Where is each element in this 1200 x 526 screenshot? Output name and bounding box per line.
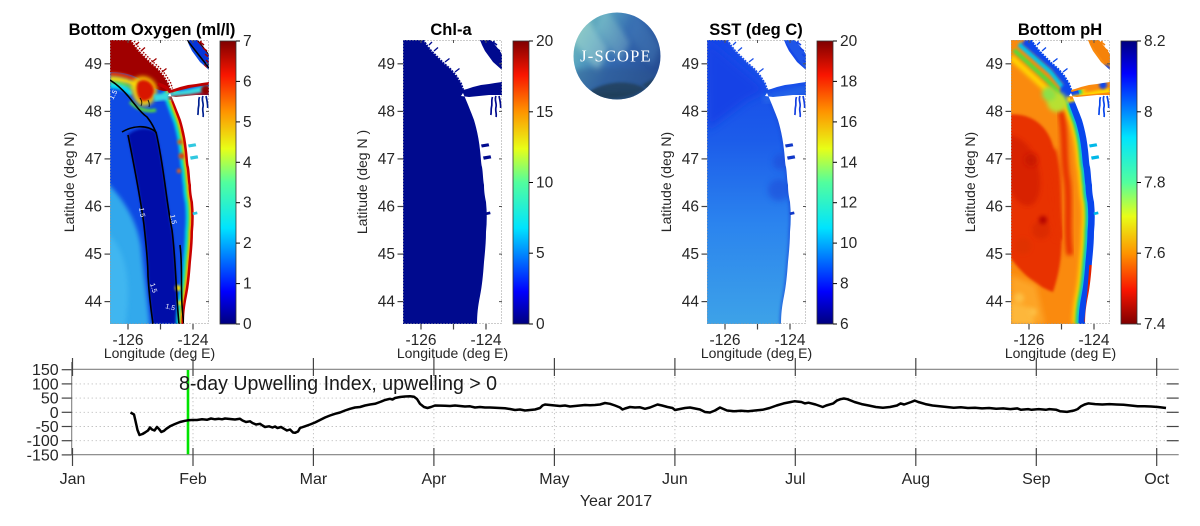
svg-text:49: 49 [682,56,699,73]
svg-text:Latitude (deg N ): Latitude (deg N ) [354,130,370,234]
svg-text:-50: -50 [36,419,59,436]
svg-text:46: 46 [85,199,102,216]
svg-text:45: 45 [378,246,395,263]
svg-text:7: 7 [243,33,252,50]
svg-text:J-SCOPE: J-SCOPE [580,47,652,66]
svg-text:7.8: 7.8 [1144,175,1166,192]
svg-text:16: 16 [840,114,857,131]
svg-text:Latitude (deg N): Latitude (deg N) [962,132,978,232]
svg-text:1.5: 1.5 [148,282,158,294]
svg-text:Year 2017: Year 2017 [580,493,652,510]
svg-text:44: 44 [378,294,396,311]
svg-text:44: 44 [986,294,1004,311]
svg-text:7.6: 7.6 [1144,245,1166,262]
svg-text:3: 3 [243,195,252,212]
svg-text:-126: -126 [405,332,436,349]
svg-text:Jul: Jul [785,471,805,488]
svg-text:6: 6 [243,73,252,90]
svg-text:2: 2 [243,235,252,252]
svg-text:Chl-a: Chl-a [430,21,472,39]
svg-text:Bottom Oxygen (ml/l): Bottom Oxygen (ml/l) [69,21,236,39]
svg-text:-126: -126 [112,332,143,349]
svg-text:-126: -126 [709,332,740,349]
svg-text:50: 50 [41,391,59,408]
svg-text:100: 100 [32,376,59,393]
svg-text:4: 4 [243,154,252,171]
svg-text:5: 5 [536,245,545,262]
svg-text:46: 46 [986,199,1003,216]
svg-text:10: 10 [840,235,858,252]
svg-text:20: 20 [536,33,554,50]
svg-text:-124: -124 [774,332,805,349]
svg-text:Aug: Aug [902,471,930,488]
svg-text:Apr: Apr [421,471,447,488]
svg-text:20: 20 [840,33,858,50]
svg-text:-126: -126 [1013,332,1044,349]
svg-text:48: 48 [682,103,699,120]
svg-text:6: 6 [840,316,849,333]
svg-text:46: 46 [682,199,699,216]
svg-text:-124: -124 [177,332,208,349]
svg-text:Jun: Jun [662,471,688,488]
svg-text:-100: -100 [27,433,59,450]
svg-text:0: 0 [50,405,59,422]
svg-text:1: 1 [243,276,252,293]
svg-text:48: 48 [378,103,395,120]
svg-text:1.5: 1.5 [137,207,146,218]
svg-text:1.5: 1.5 [164,303,175,312]
svg-text:15: 15 [536,104,553,121]
svg-text:44: 44 [85,294,103,311]
svg-text:47: 47 [682,151,699,168]
svg-text:45: 45 [986,246,1003,263]
svg-text:-150: -150 [27,447,59,464]
svg-text:44: 44 [682,294,700,311]
svg-text:45: 45 [682,246,699,263]
svg-text:0: 0 [243,316,252,333]
svg-text:Longitude (deg E): Longitude (deg E) [1005,345,1116,361]
svg-text:46: 46 [378,199,395,216]
svg-text:Longitude (deg E): Longitude (deg E) [397,345,508,361]
svg-text:48: 48 [986,103,1003,120]
svg-text:12: 12 [840,195,857,212]
svg-text:49: 49 [378,56,395,73]
svg-text:Oct: Oct [1144,471,1169,488]
svg-text:8: 8 [1144,104,1153,121]
svg-text:Longitude (deg E): Longitude (deg E) [104,345,215,361]
svg-text:18: 18 [840,73,857,90]
svg-text:5: 5 [243,114,252,131]
svg-text:47: 47 [378,151,395,168]
svg-text:49: 49 [986,56,1003,73]
svg-text:Longitude (deg E): Longitude (deg E) [701,345,812,361]
svg-text:Mar: Mar [300,471,328,488]
svg-text:48: 48 [85,103,102,120]
svg-text:SST (deg C): SST (deg C) [709,21,803,39]
svg-text:Sep: Sep [1022,471,1051,488]
svg-text:8: 8 [840,276,849,293]
svg-text:150: 150 [32,362,59,379]
svg-text:1.5: 1.5 [109,89,120,101]
svg-text:49: 49 [85,56,102,73]
svg-text:Bottom pH: Bottom pH [1018,21,1102,39]
svg-text:1.5: 1.5 [168,214,177,225]
svg-text:Jan: Jan [60,471,86,488]
svg-text:47: 47 [986,151,1003,168]
svg-text:8.2: 8.2 [1144,33,1166,50]
svg-text:Latitude (deg N): Latitude (deg N) [61,132,77,232]
svg-text:Feb: Feb [179,471,207,488]
svg-text:8-day Upwelling Index, upwelli: 8-day Upwelling Index, upwelling > 0 [179,373,497,395]
svg-text:10: 10 [536,175,554,192]
svg-text:Latitude (deg N): Latitude (deg N) [658,132,674,232]
svg-text:45: 45 [85,246,102,263]
svg-text:-124: -124 [470,332,501,349]
svg-text:May: May [539,471,569,488]
svg-text:7.4: 7.4 [1144,316,1166,333]
svg-text:-124: -124 [1078,332,1109,349]
svg-text:0: 0 [536,316,545,333]
svg-text:14: 14 [840,154,858,171]
svg-text:47: 47 [85,151,102,168]
